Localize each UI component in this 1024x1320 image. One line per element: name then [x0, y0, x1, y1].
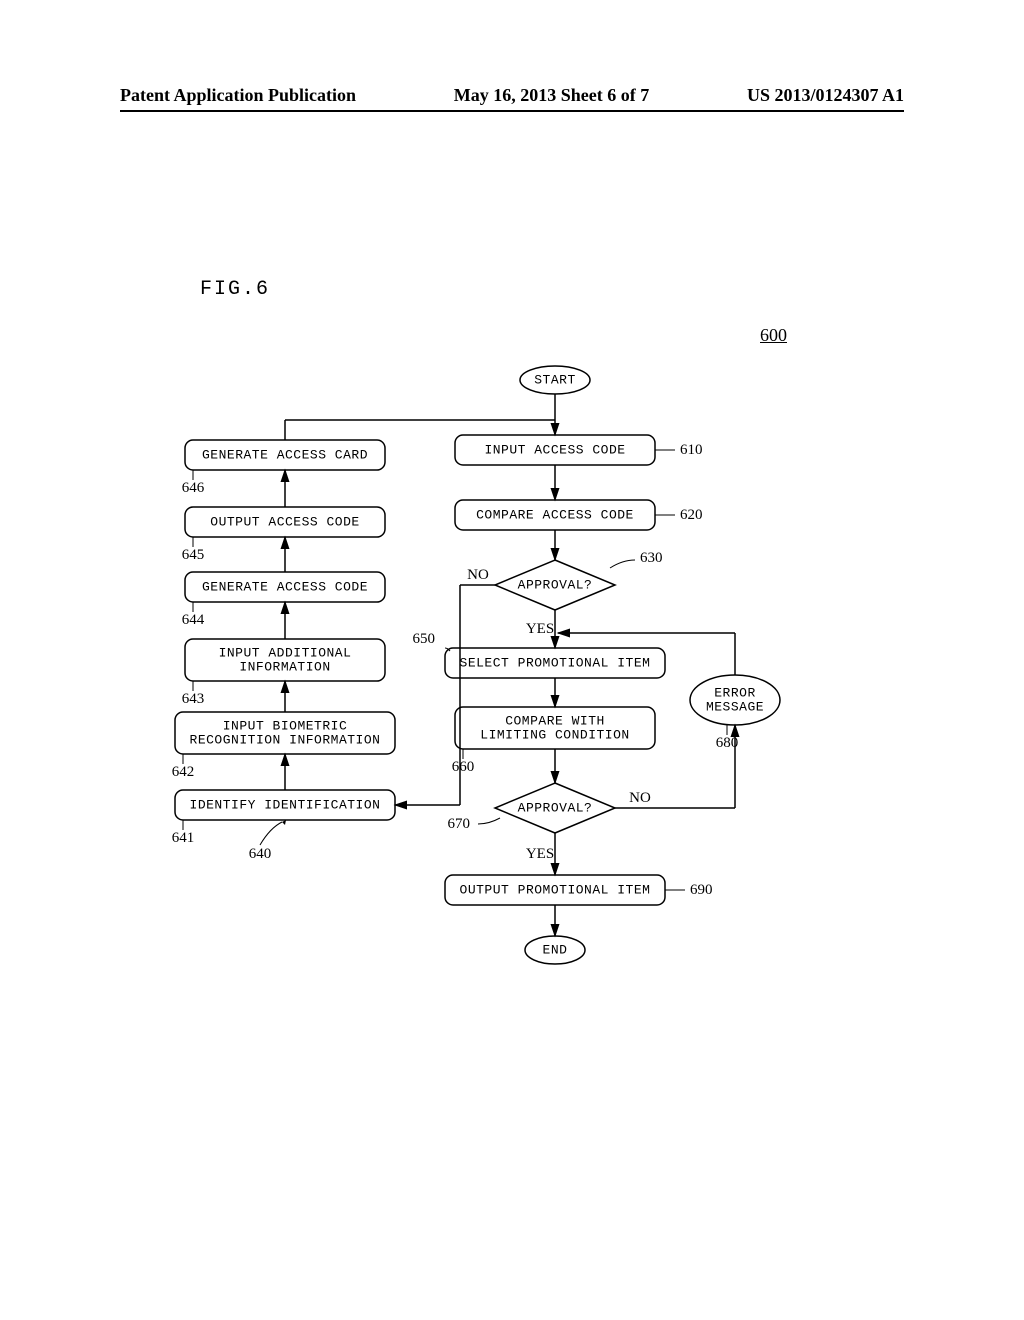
- ref-label: 620: [680, 507, 703, 523]
- node-text: INPUT ACCESS CODE: [484, 442, 625, 457]
- node-text: LIMITING CONDITION: [480, 727, 629, 742]
- node-start: START: [520, 366, 590, 394]
- node-text: APPROVAL?: [518, 800, 593, 815]
- node-text: MESSAGE: [706, 699, 764, 714]
- node-n645: OUTPUT ACCESS CODE 645: [182, 507, 385, 563]
- node-n646: GENERATE ACCESS CARD 646: [182, 440, 385, 496]
- ref-label: 643: [182, 691, 205, 707]
- node-n641: IDENTIFY IDENTIFICATION 641: [172, 790, 395, 846]
- header-rule: [120, 110, 904, 112]
- node-end: END: [525, 936, 585, 964]
- ref-label: 610: [680, 442, 703, 458]
- node-text: RECOGNITION INFORMATION: [190, 732, 381, 747]
- edge-label: NO: [629, 790, 651, 806]
- ref-label: 630: [640, 550, 663, 566]
- node-text: START: [534, 372, 576, 387]
- node-text: IDENTIFY IDENTIFICATION: [190, 797, 381, 812]
- node-n630: APPROVAL? 630: [495, 550, 663, 610]
- header-left: Patent Application Publication: [120, 85, 356, 106]
- ref-label: 645: [182, 547, 205, 563]
- edge-label: NO: [467, 567, 489, 583]
- node-text: COMPARE WITH: [505, 713, 605, 728]
- flowchart: START INPUT ACCESS CODE 610 COMPARE ACCESS …: [120, 350, 880, 990]
- node-n650: SELECT PROMOTIONAL ITEM 650: [413, 631, 666, 678]
- node-text: INPUT ADDITIONAL: [219, 645, 352, 660]
- node-n643: INPUT ADDITIONALINFORMATION 643: [182, 639, 385, 707]
- node-n670: APPROVAL? 670: [448, 783, 616, 833]
- ref-label: 641: [172, 830, 195, 846]
- node-text: GENERATE ACCESS CARD: [202, 447, 368, 462]
- node-n644: GENERATE ACCESS CODE 644: [182, 572, 385, 628]
- figure-number: 600: [760, 325, 787, 346]
- figure-label: FIG.6: [200, 278, 270, 301]
- node-text: COMPARE ACCESS CODE: [476, 507, 634, 522]
- header-center: May 16, 2013 Sheet 6 of 7: [454, 85, 649, 106]
- ref-label-640: 640: [249, 846, 272, 862]
- ref-label: 642: [172, 764, 195, 780]
- edge-label: YES: [526, 621, 554, 637]
- ref-label: 650: [413, 631, 436, 647]
- node-text: END: [543, 942, 568, 957]
- node-text: APPROVAL?: [518, 577, 593, 592]
- edge-label: YES: [526, 846, 554, 862]
- ref-label: 690: [690, 882, 713, 898]
- node-text: ERROR: [714, 685, 756, 700]
- page-header: Patent Application Publication May 16, 2…: [0, 85, 1024, 106]
- ref-label: 644: [182, 612, 205, 628]
- node-text: INPUT BIOMETRIC: [223, 718, 348, 733]
- node-text: OUTPUT ACCESS CODE: [210, 514, 359, 529]
- ref-label: 670: [448, 816, 471, 832]
- node-n642: INPUT BIOMETRICRECOGNITION INFORMATION 64…: [172, 712, 395, 780]
- node-text: INFORMATION: [239, 659, 330, 674]
- header-right: US 2013/0124307 A1: [747, 85, 904, 106]
- node-text: OUTPUT PROMOTIONAL ITEM: [460, 882, 651, 897]
- node-n660: COMPARE WITHLIMITING CONDITION 660: [452, 707, 655, 775]
- node-text: GENERATE ACCESS CODE: [202, 579, 368, 594]
- node-text: SELECT PROMOTIONAL ITEM: [460, 655, 651, 670]
- ref-label: 660: [452, 759, 475, 775]
- ref-label: 646: [182, 480, 205, 496]
